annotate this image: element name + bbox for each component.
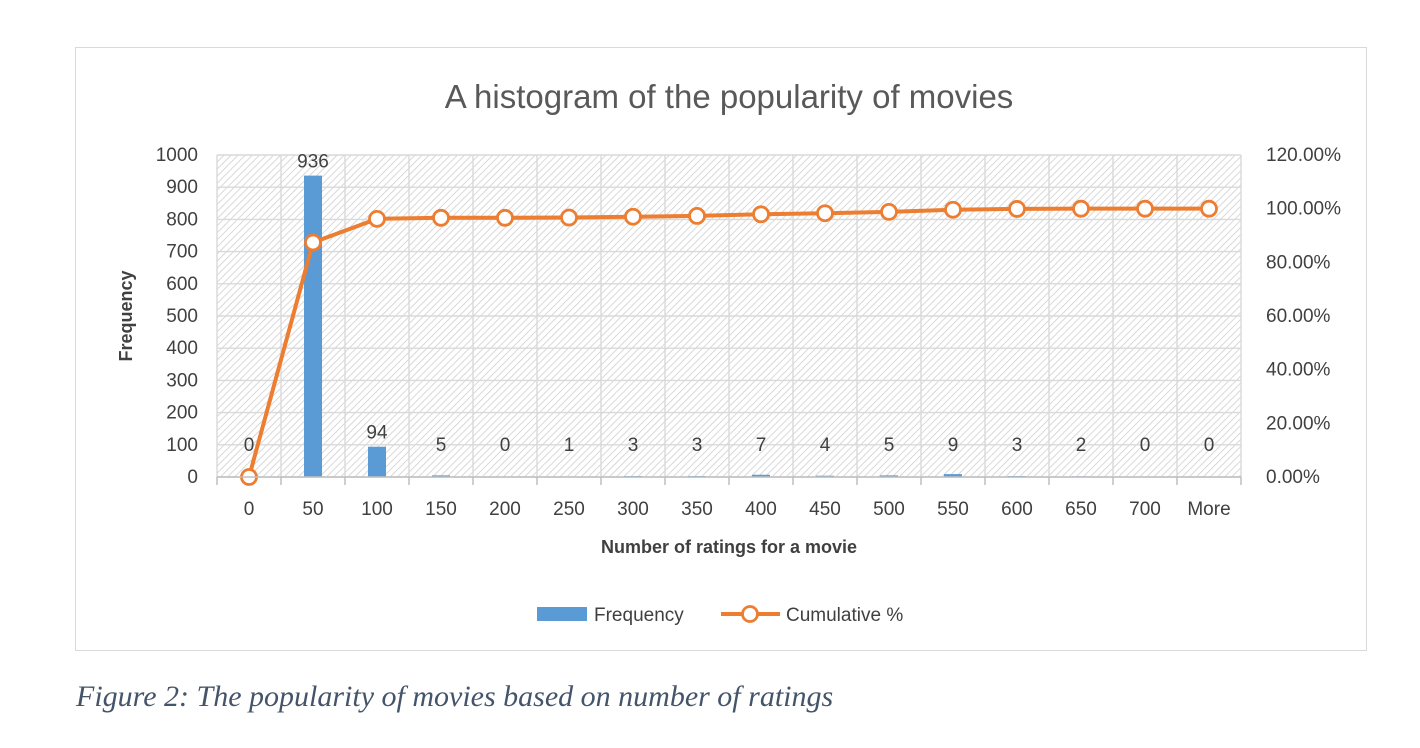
- bar-data-label: 0: [1140, 435, 1151, 456]
- bar-data-label: 0: [1204, 435, 1215, 456]
- y-axis-tick-label: 100: [166, 435, 198, 456]
- x-axis-tick-label: More: [1187, 499, 1230, 520]
- chart-title: A histogram of the popularity of movies: [445, 78, 1014, 115]
- x-axis-tick-label: 550: [937, 499, 969, 520]
- y2-axis-tick-label: 100.00%: [1266, 199, 1341, 220]
- bar-data-label: 9: [948, 435, 959, 456]
- bar: [368, 446, 386, 477]
- y2-axis-tick-label: 120.00%: [1266, 145, 1341, 166]
- x-axis-tick-label: 100: [361, 499, 393, 520]
- x-axis-tick-label: 250: [553, 499, 585, 520]
- bar-data-label: 3: [1012, 435, 1023, 456]
- y2-axis-tick-label: 40.00%: [1266, 360, 1331, 381]
- x-axis-tick-label: 650: [1065, 499, 1097, 520]
- bar-series: [304, 175, 1090, 477]
- cumulative-point: [880, 202, 898, 221]
- bar: [944, 474, 962, 477]
- cumulative-point: [624, 207, 642, 226]
- y-axis-tick-label: 700: [166, 242, 198, 263]
- x-axis-tick-label: 0: [244, 499, 255, 520]
- bar-data-label: 94: [366, 423, 388, 444]
- cumulative-point: [560, 208, 578, 227]
- cumulative-point: [1072, 199, 1090, 218]
- x-axis-title: Number of ratings for a movie: [601, 537, 857, 557]
- x-axis-tick-label: 300: [617, 499, 649, 520]
- y-axis-title: Frequency: [116, 270, 136, 361]
- x-axis-tick-label: 450: [809, 499, 841, 520]
- cumulative-point: [688, 207, 706, 225]
- y-axis-tick-label: 600: [166, 274, 198, 295]
- cumulative-point: [1136, 199, 1154, 218]
- y-axis-tick-label: 0: [187, 467, 198, 488]
- y-axis-tick-label: 500: [166, 306, 198, 327]
- legend: Frequency Cumulative %: [537, 605, 903, 626]
- figure-caption: Figure 2: The popularity of movies based…: [76, 680, 834, 713]
- x-axis-tick-label: 150: [425, 499, 457, 520]
- cumulative-point: [432, 208, 450, 227]
- data-labels: 0 936 94 5 0 1 3 3 7 4 5 9 3 2 0 0: [244, 152, 1215, 456]
- legend-swatch-frequency: [537, 607, 587, 621]
- cumulative-point: [944, 200, 962, 219]
- x-axis-tick-label: 500: [873, 499, 905, 520]
- y2-axis-tick-label: 60.00%: [1266, 306, 1331, 327]
- cumulative-point: [368, 209, 386, 228]
- axes: [216, 476, 1242, 485]
- bar-data-label: 1: [564, 435, 575, 456]
- chart-frame: 0 936 94 5 0 1 3 3 7 4 5 9 3 2 0 0 0 100 200 300 400 500 600 7…: [75, 47, 1367, 651]
- bar-data-label: 2: [1076, 435, 1087, 456]
- y-axis-tick-label: 1000: [156, 145, 198, 166]
- x-axis-tick-label: 600: [1001, 499, 1033, 520]
- chart-text: 010020030040050060070080090010000.00%20.…: [116, 78, 1341, 557]
- cumulative-point: [304, 233, 322, 252]
- y2-axis-tick-label: 20.00%: [1266, 413, 1331, 434]
- bar-data-label: 4: [820, 435, 831, 456]
- x-axis-tick-label: 400: [745, 499, 777, 520]
- x-axis-tick-label: 50: [302, 499, 323, 520]
- bar-data-label: 7: [756, 435, 767, 456]
- bar: [880, 475, 898, 477]
- bar-data-label: 5: [884, 435, 895, 456]
- bar-data-label: 0: [244, 435, 255, 456]
- cumulative-point: [1200, 199, 1218, 218]
- bar-data-label: 3: [692, 435, 703, 456]
- y-axis-tick-label: 200: [166, 403, 198, 424]
- cumulative-point: [1008, 200, 1026, 218]
- y-axis-tick-label: 900: [166, 177, 198, 198]
- y2-axis-tick-label: 0.00%: [1266, 467, 1320, 488]
- cumulative-point: [816, 204, 834, 223]
- cumulative-line: [247, 206, 1209, 478]
- x-axis-tick-label: 200: [489, 499, 521, 520]
- bar-data-label: 5: [436, 435, 447, 456]
- legend-label-frequency: Frequency: [594, 605, 684, 626]
- legend-label-cumulative: Cumulative %: [786, 605, 903, 626]
- cumulative-point: [496, 208, 514, 227]
- y-axis-tick-label: 800: [166, 209, 198, 230]
- x-axis-tick-label: 350: [681, 499, 713, 520]
- bar: [432, 475, 450, 477]
- y-axis-tick-label: 400: [166, 338, 198, 359]
- bar-data-label: 3: [628, 435, 639, 456]
- bar: [304, 175, 322, 477]
- cumulative-point: [752, 205, 770, 224]
- y2-axis-tick-label: 80.00%: [1266, 252, 1331, 273]
- bar-data-label: 936: [297, 152, 329, 173]
- x-axis-tick-label: 700: [1129, 499, 1161, 520]
- legend-swatch-cumulative-marker: [741, 605, 759, 623]
- bar: [752, 474, 770, 477]
- bar-data-label: 0: [500, 435, 511, 456]
- y-axis-tick-label: 300: [166, 370, 198, 391]
